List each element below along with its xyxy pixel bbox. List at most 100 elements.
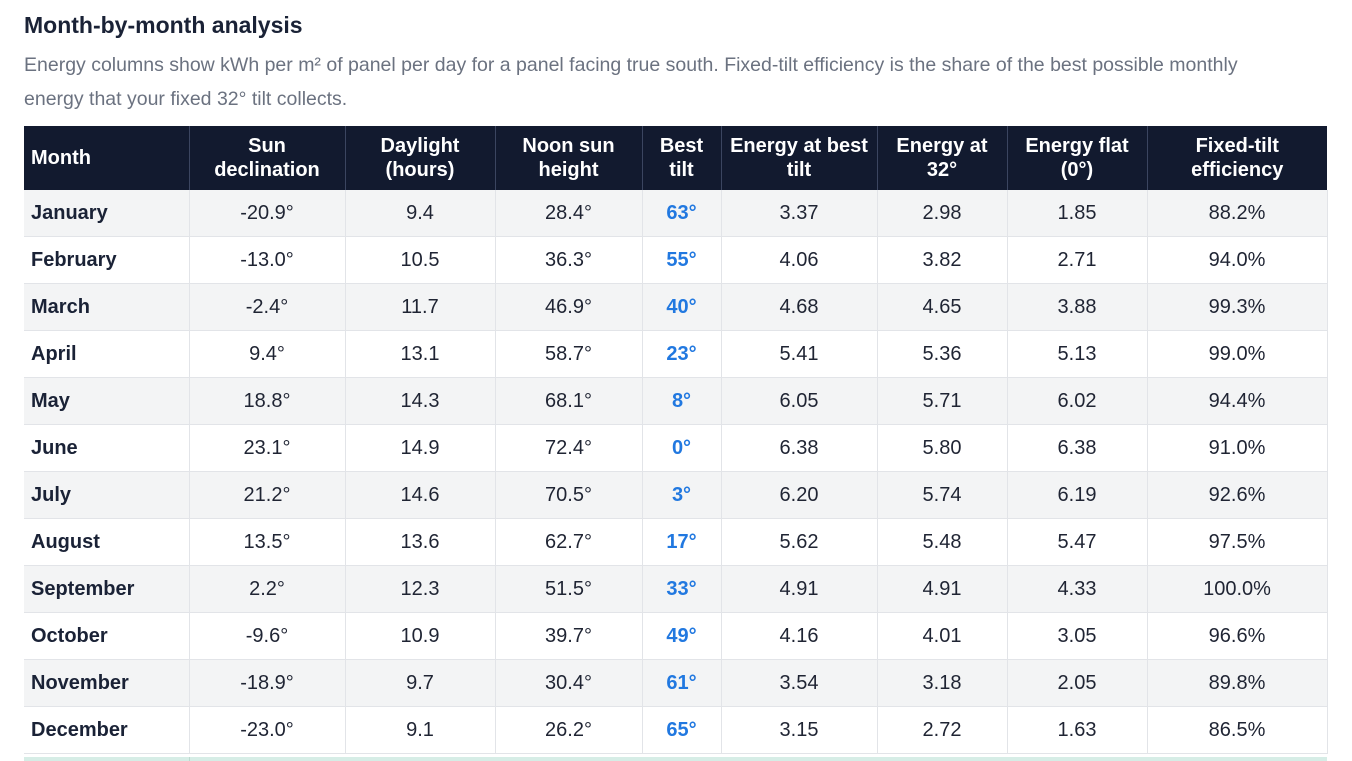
energy-flat-cell: 4.33 — [1007, 565, 1148, 613]
energy-32-cell: 5.80 — [877, 424, 1008, 472]
energy-best-tilt-cell: 6.20 — [721, 471, 878, 519]
efficiency-cell: 91.0% — [1147, 424, 1328, 472]
sun-declination-cell: 13.5° — [189, 518, 346, 566]
efficiency-cell: 94.4% — [1147, 377, 1328, 425]
efficiency-cell: 94.0% — [1147, 236, 1328, 284]
energy-flat-cell: 6.38 — [1007, 424, 1148, 472]
energy-best-tilt-cell: 4.16 — [721, 612, 878, 660]
monthly-analysis-table: Month Sun declination Daylight (hours) N… — [24, 126, 1328, 754]
table-row: December -23.0° 9.1 26.2° 65° 3.15 2.72 1.63 86.… — [24, 706, 1328, 754]
month-cell: September — [24, 565, 190, 613]
table-row: October -9.6° 10.9 39.7° 49° 4.16 4.01 3.05 96.6… — [24, 612, 1328, 660]
sun-declination-cell: -9.6° — [189, 612, 346, 660]
best-tilt-cell: 17° — [642, 518, 722, 566]
table-row: August 13.5° 13.6 62.7° 17° 5.62 5.48 5.47 97.5% — [24, 518, 1328, 566]
month-cell: March — [24, 283, 190, 331]
energy-32-cell: 2.72 — [877, 706, 1008, 754]
daylight-cell: 11.7 — [345, 283, 496, 331]
month-cell: October — [24, 612, 190, 660]
energy-best-tilt-cell: 6.05 — [721, 377, 878, 425]
monthly-analysis-section: Month-by-month analysis Energy columns s… — [24, 0, 1328, 754]
best-tilt-cell: 3° — [642, 471, 722, 519]
sun-declination-cell: -2.4° — [189, 283, 346, 331]
month-cell: November — [24, 659, 190, 707]
noon-sun-height-cell: 36.3° — [495, 236, 643, 284]
sun-declination-cell: -13.0° — [189, 236, 346, 284]
energy-flat-cell: 2.05 — [1007, 659, 1148, 707]
efficiency-cell: 100.0% — [1147, 565, 1328, 613]
month-cell: July — [24, 471, 190, 519]
energy-32-cell: 2.98 — [877, 190, 1008, 237]
month-cell: January — [24, 190, 190, 237]
efficiency-cell: 96.6% — [1147, 612, 1328, 660]
energy-32-cell: 5.48 — [877, 518, 1008, 566]
daylight-cell: 14.3 — [345, 377, 496, 425]
energy-best-tilt-cell: 4.91 — [721, 565, 878, 613]
energy-best-tilt-cell: 6.38 — [721, 424, 878, 472]
best-tilt-cell: 55° — [642, 236, 722, 284]
table-body: January -20.9° 9.4 28.4° 63° 3.37 2.98 1.85 88.2… — [24, 190, 1328, 754]
header-sun-declination: Sun declination — [189, 126, 346, 190]
best-tilt-cell: 63° — [642, 190, 722, 237]
daylight-cell: 9.1 — [345, 706, 496, 754]
best-tilt-cell: 40° — [642, 283, 722, 331]
efficiency-cell: 86.5% — [1147, 706, 1328, 754]
energy-best-tilt-cell: 3.15 — [721, 706, 878, 754]
daylight-cell: 10.9 — [345, 612, 496, 660]
energy-flat-cell: 6.02 — [1007, 377, 1148, 425]
energy-best-tilt-cell: 4.68 — [721, 283, 878, 331]
energy-32-cell: 4.01 — [877, 612, 1008, 660]
sun-declination-cell: 9.4° — [189, 330, 346, 378]
header-daylight-hours: Daylight (hours) — [345, 126, 496, 190]
sun-declination-cell: 2.2° — [189, 565, 346, 613]
energy-flat-cell: 3.05 — [1007, 612, 1148, 660]
table-row: September 2.2° 12.3 51.5° 33° 4.91 4.91 4.33 100… — [24, 565, 1328, 613]
header-best-tilt: Best tilt — [642, 126, 722, 190]
noon-sun-height-cell: 26.2° — [495, 706, 643, 754]
efficiency-cell: 99.0% — [1147, 330, 1328, 378]
energy-flat-cell: 6.19 — [1007, 471, 1148, 519]
energy-flat-cell: 3.88 — [1007, 283, 1148, 331]
energy-flat-cell: 5.13 — [1007, 330, 1148, 378]
noon-sun-height-cell: 51.5° — [495, 565, 643, 613]
best-tilt-cell: 61° — [642, 659, 722, 707]
energy-flat-cell: 1.85 — [1007, 190, 1148, 237]
table-row: July 21.2° 14.6 70.5° 3° 6.20 5.74 6.19 92.6% — [24, 471, 1328, 519]
header-energy-flat: Energy flat (0°) — [1007, 126, 1148, 190]
energy-best-tilt-cell: 3.54 — [721, 659, 878, 707]
efficiency-cell: 97.5% — [1147, 518, 1328, 566]
daylight-cell: 13.6 — [345, 518, 496, 566]
energy-best-tilt-cell: 3.37 — [721, 190, 878, 237]
best-tilt-cell: 49° — [642, 612, 722, 660]
daylight-cell: 14.9 — [345, 424, 496, 472]
daylight-cell: 9.4 — [345, 190, 496, 237]
best-tilt-cell: 23° — [642, 330, 722, 378]
best-tilt-cell: 8° — [642, 377, 722, 425]
noon-sun-height-cell: 62.7° — [495, 518, 643, 566]
sun-declination-cell: -18.9° — [189, 659, 346, 707]
noon-sun-height-cell: 70.5° — [495, 471, 643, 519]
energy-32-cell: 4.65 — [877, 283, 1008, 331]
section-description: Energy columns show kWh per m² of panel … — [24, 54, 1238, 110]
energy-best-tilt-cell: 5.41 — [721, 330, 878, 378]
noon-sun-height-cell: 39.7° — [495, 612, 643, 660]
efficiency-cell: 89.8% — [1147, 659, 1328, 707]
energy-32-cell: 4.91 — [877, 565, 1008, 613]
noon-sun-height-cell: 72.4° — [495, 424, 643, 472]
noon-sun-height-cell: 58.7° — [495, 330, 643, 378]
table-row: March -2.4° 11.7 46.9° 40° 4.68 4.65 3.88 99.3% — [24, 283, 1328, 331]
daylight-cell: 9.7 — [345, 659, 496, 707]
daylight-cell: 14.6 — [345, 471, 496, 519]
section-title: Month-by-month analysis — [24, 12, 303, 38]
energy-flat-cell: 5.47 — [1007, 518, 1148, 566]
noon-sun-height-cell: 68.1° — [495, 377, 643, 425]
table-row: April 9.4° 13.1 58.7° 23° 5.41 5.36 5.13 99.0% — [24, 330, 1328, 378]
energy-32-cell: 3.18 — [877, 659, 1008, 707]
sun-declination-cell: 18.8° — [189, 377, 346, 425]
noon-sun-height-cell: 28.4° — [495, 190, 643, 237]
table-row: January -20.9° 9.4 28.4° 63° 3.37 2.98 1.85 88.2… — [24, 190, 1328, 237]
table-row: February -13.0° 10.5 36.3° 55° 4.06 3.82 2.71 94… — [24, 236, 1328, 284]
header-month: Month — [24, 126, 190, 190]
daylight-cell: 12.3 — [345, 565, 496, 613]
table-row: November -18.9° 9.7 30.4° 61° 3.54 3.18 2.05 89.… — [24, 659, 1328, 707]
